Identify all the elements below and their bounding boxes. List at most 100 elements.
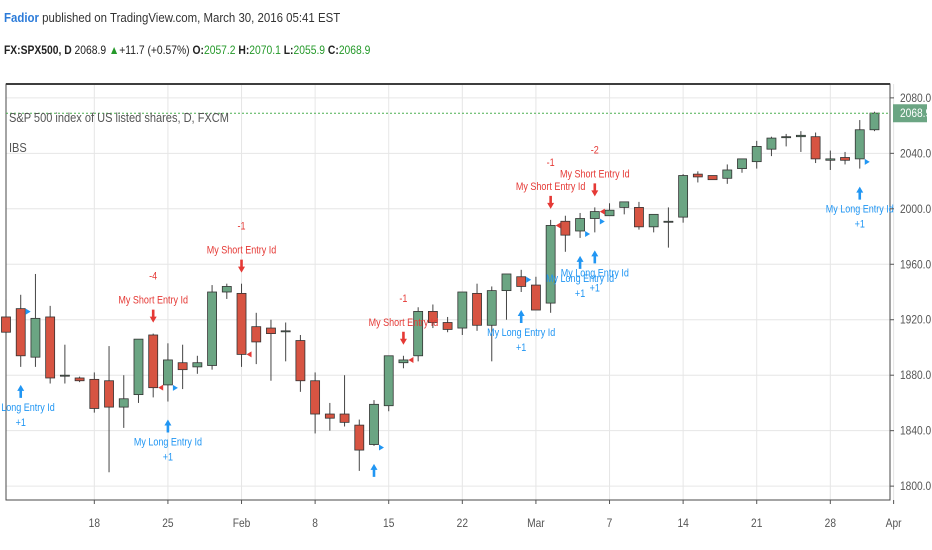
candle-body [472, 292, 482, 326]
low-value: 2055.9 [293, 43, 326, 57]
long-entry-label: My Long Entry Id [826, 204, 894, 216]
candle-body [163, 359, 173, 386]
time-tick-label: 8 [312, 517, 318, 530]
short-entry-qty: -1 [547, 157, 555, 169]
long-marker-icon [172, 384, 178, 391]
long-entry-signal [591, 218, 605, 264]
long-entry-qty: +1 [163, 452, 174, 464]
candle-body [354, 424, 365, 451]
high-label: H: [238, 43, 250, 57]
long-entry-qty: +1 [575, 288, 586, 300]
long-entry-label: My Long Entry Id [0, 402, 55, 414]
candle-body [766, 137, 777, 150]
short-arrow-icon [591, 183, 599, 197]
candle-body [251, 326, 262, 343]
bottom-strip [0, 532, 932, 550]
long-arrow-icon [591, 250, 599, 264]
candle-body [280, 330, 291, 333]
candle-body [295, 340, 306, 382]
last-price-label: 2068.9 [900, 108, 931, 121]
price-chart[interactable]: My Long Entry Id +1 My Long Entry Id +1 My S… [0, 80, 932, 550]
time-tick-label: 18 [89, 517, 100, 530]
price-tick-label: 2040.0 [900, 148, 931, 161]
candle-body [236, 292, 247, 355]
short-entry-label: My Short Entry Id [369, 317, 439, 329]
study-title[interactable]: IBS [9, 140, 27, 155]
candle-body [369, 403, 379, 445]
time-tick-label: 15 [383, 517, 394, 530]
open-value: 2057.2 [203, 43, 236, 57]
candle-body [192, 362, 203, 368]
last-price-badge [893, 104, 927, 123]
candle-body [516, 276, 527, 287]
short-entry-label: My Short Entry Id [516, 181, 586, 193]
short-entry-qty: -1 [238, 221, 246, 233]
candle-body [751, 146, 762, 163]
long-entry-qty: +1 [855, 219, 866, 231]
short-entry-qty: -4 [149, 271, 157, 283]
time-tick-label: 21 [751, 517, 762, 530]
candle-body [427, 311, 438, 323]
author-name[interactable]: Fadior [4, 10, 39, 25]
time-tick-label: 25 [162, 517, 173, 530]
long-marker-icon [25, 308, 31, 315]
long-entry-qty: +1 [16, 417, 27, 429]
short-arrow-icon [547, 195, 555, 209]
short-marker-icon [408, 356, 414, 363]
candle-body [59, 374, 70, 377]
candle-body [781, 136, 792, 139]
time-tick-label: 7 [607, 517, 613, 530]
header-bar: Fadior published on TradingView.com, Mar… [0, 0, 932, 80]
candle-body [383, 355, 394, 407]
long-marker-icon [599, 218, 605, 225]
price-tick-label: 1920.0 [900, 314, 931, 327]
long-entry-signal [164, 384, 178, 433]
candle-body [1, 316, 11, 333]
candle-body [266, 327, 276, 334]
short-arrow-icon [399, 331, 407, 345]
long-marker-icon [379, 444, 384, 451]
candle-body [486, 290, 497, 326]
time-tick-label: 22 [457, 517, 468, 530]
long-entry-signal [17, 308, 31, 398]
candle-body [457, 291, 468, 329]
candle-body [722, 169, 733, 179]
candle-body [442, 322, 453, 330]
time-axis[interactable]: 18 25 Feb 8 15 22 Mar 7 14 21 28 Apr [89, 500, 902, 530]
short-entry-signal [238, 259, 252, 358]
long-entry-signal [517, 276, 532, 323]
candle-body [339, 413, 350, 423]
candles-layer [1, 111, 880, 473]
candle-body [148, 334, 159, 389]
candle-body [604, 209, 615, 217]
candle-body [795, 134, 806, 138]
time-tick-label: Apr [886, 517, 902, 530]
long-entry-signal [576, 230, 591, 269]
chart-legend: S&P 500 index of US listed shares, D, FX… [9, 110, 229, 155]
price-change: +11.7 (+0.57%) [119, 43, 190, 57]
candle-body [207, 291, 217, 366]
candle-body [810, 136, 821, 160]
candle-body [634, 207, 644, 228]
candle-body [118, 398, 129, 408]
series-title[interactable]: S&P 500 index of US listed shares, D, FX… [9, 110, 229, 125]
candle-body [737, 158, 747, 169]
candle-body [45, 316, 56, 379]
candle-body [707, 175, 718, 181]
candle-body [531, 284, 541, 311]
short-marker-icon [158, 384, 164, 391]
symbol-label[interactable]: FX:SPX500, D [4, 43, 72, 57]
candle-body [15, 308, 26, 357]
price-tick-label: 1840.0 [900, 425, 931, 438]
time-tick-label: 14 [677, 517, 688, 530]
low-label: L: [283, 43, 294, 57]
candle-body [825, 158, 836, 161]
price-axis[interactable]: 2080.0 2040.0 2000.0 1960.0 1920.0 1880.0 1840… [890, 92, 931, 493]
price-tick-label: 2000.0 [900, 203, 931, 216]
short-marker-icon [555, 222, 561, 229]
long-entry-qty: +1 [590, 283, 601, 295]
candle-body [310, 380, 321, 415]
long-arrow-icon [856, 186, 864, 200]
high-value: 2070.1 [249, 43, 281, 57]
close-value: 2068.9 [338, 43, 371, 57]
